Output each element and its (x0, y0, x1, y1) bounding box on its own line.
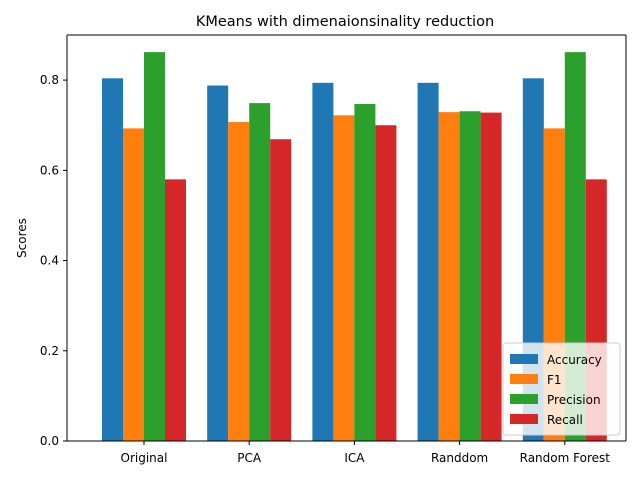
y-tick-label: 0.4 (40, 254, 59, 268)
y-tick-label: 0.2 (40, 344, 59, 358)
bar-f1-1 (228, 122, 250, 441)
bar-recall-1 (270, 139, 292, 441)
bar-f1-3 (438, 112, 460, 441)
bar-accuracy-2 (312, 82, 334, 441)
x-tick-label: Randdom (431, 451, 488, 465)
y-tick-label: 0.8 (40, 73, 59, 87)
bar-recall-0 (165, 179, 186, 442)
x-tick-label: ICA (344, 451, 365, 465)
legend: Accuracy F1 Precision Recall (502, 342, 621, 436)
bar-recall-3 (480, 112, 502, 441)
bar-precision-0 (144, 52, 165, 441)
legend-label-recall: Recall (547, 413, 583, 427)
legend-label-accuracy: Accuracy (547, 353, 602, 367)
bar-recall-2 (375, 125, 397, 441)
chart-title: KMeans with dimenaionsinality reduction (196, 14, 494, 30)
bar-f1-2 (333, 115, 355, 442)
x-tick-label: Original (121, 451, 168, 465)
axes-layer (66, 34, 627, 442)
y-tick-label: 0.6 (40, 163, 59, 177)
bar-accuracy-3 (417, 82, 439, 441)
legend-swatch-f1 (510, 374, 538, 384)
bar-accuracy-0 (102, 78, 123, 441)
legend-swatch-precision (510, 394, 538, 404)
y-tick-label: 0.0 (40, 434, 59, 448)
x-tick-label: Random Forest (520, 451, 611, 465)
legend-swatch-recall (510, 414, 538, 424)
bar-f1-0 (123, 128, 144, 441)
legend-frame (502, 342, 621, 436)
bar-precision-2 (354, 104, 376, 442)
legend-swatch-accuracy (510, 354, 538, 364)
legend-label-precision: Precision (547, 393, 601, 407)
y-axis-label: Scores (15, 218, 29, 258)
y-ticks: 0.0 0.2 0.4 0.6 0.8 (40, 73, 67, 448)
x-tick-label: PCA (237, 451, 262, 465)
bar-accuracy-1 (207, 85, 229, 442)
legend-label-f1: F1 (547, 373, 562, 387)
bar-precision-1 (249, 103, 271, 442)
x-ticks: Original PCA ICA Randdom Random Forest (121, 441, 611, 465)
bar-precision-3 (459, 111, 481, 442)
